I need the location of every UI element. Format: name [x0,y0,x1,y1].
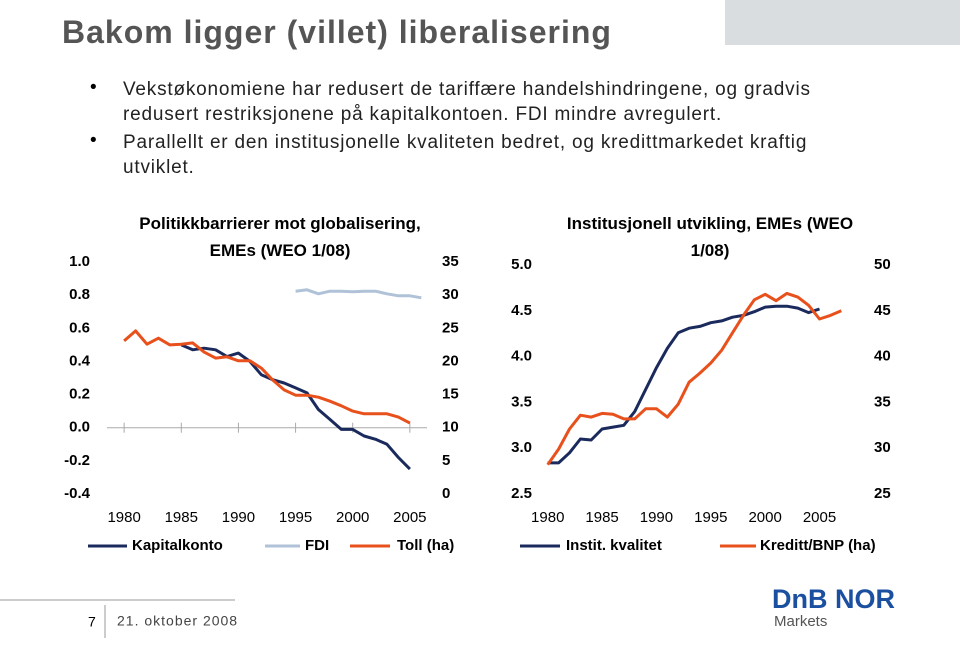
series-line [295,288,422,300]
x-tick-label: 1980 [531,509,564,526]
x-tick-label: 2000 [336,509,369,526]
y2-tick-label: 30 [874,439,891,456]
x-tick-label: 1995 [279,509,312,526]
footer-date: 21. oktober 2008 [117,613,238,629]
y-tick-label: 4.5 [511,302,532,319]
y-tick-label: 0.0 [69,419,90,436]
y2-tick-label: 25 [442,319,459,336]
x-tick-label: 2005 [803,509,836,526]
logo: DnB NOR [772,584,895,614]
y-tick-label: 0.4 [69,352,91,369]
x-tick-label: 1985 [165,509,198,526]
chart-title: Politikkbarrierer mot globalisering, EME… [139,214,421,260]
x-tick-label: 1980 [107,509,140,526]
y2-tick-label: 35 [874,393,891,410]
x-tick-label: 2000 [748,509,781,526]
bullet-dot: • [90,77,97,98]
y2-tick-label: 0 [442,485,450,502]
y-tick-label: 3.0 [511,439,532,456]
page-number: 7 [88,614,96,630]
bullet: Vekstøkonomiene har redusert de tariffær… [123,79,811,125]
y2-tick-label: 40 [874,348,891,365]
y2-tick-label: 30 [442,286,459,303]
x-tick-label: 1985 [585,509,618,526]
series-line [547,304,820,465]
y2-tick-label: 5 [442,452,450,469]
legend-label: Instit. kvalitet [566,537,662,554]
y-tick-label: -0.4 [64,485,91,502]
bullet: Parallellt er den institusjonelle kvalit… [123,132,808,178]
y2-tick-label: 15 [442,386,459,403]
series-line [546,291,842,466]
logo-sub: Markets [774,613,827,630]
y-tick-label: 0.8 [69,286,90,303]
y-tick-label: 3.5 [511,393,532,410]
y2-tick-label: 45 [874,302,891,319]
legend-label: Kreditt/BNP (ha) [760,537,876,554]
y2-tick-label: 20 [442,352,459,369]
y2-tick-label: 35 [442,253,459,270]
y-tick-label: 5.0 [511,256,532,273]
legend-label: Toll (ha) [397,537,454,554]
slide-title: Bakom ligger (villet) liberalisering [62,14,612,50]
bullet-dot: • [90,130,97,151]
y-tick-label: 2.5 [511,485,532,502]
x-tick-label: 1995 [694,509,727,526]
x-tick-label: 1990 [640,509,673,526]
y-tick-label: -0.2 [64,452,90,469]
y2-tick-label: 10 [442,419,459,436]
x-tick-label: 2005 [393,509,426,526]
legend-label: Kapitalkonto [132,537,223,554]
y-tick-label: 1.0 [69,253,90,270]
series-line [180,343,411,471]
y-tick-label: 0.2 [69,386,90,403]
series-line [123,329,411,425]
chart-title: Institusjonell utvikling, EMEs (WEO 1/08… [566,214,854,260]
header-image [725,0,960,45]
y-tick-label: 4.0 [511,348,532,365]
y2-tick-label: 25 [874,485,891,502]
x-tick-label: 1990 [222,509,255,526]
legend-label: FDI [305,537,329,554]
y-tick-label: 0.6 [69,319,90,336]
y2-tick-label: 50 [874,256,891,273]
